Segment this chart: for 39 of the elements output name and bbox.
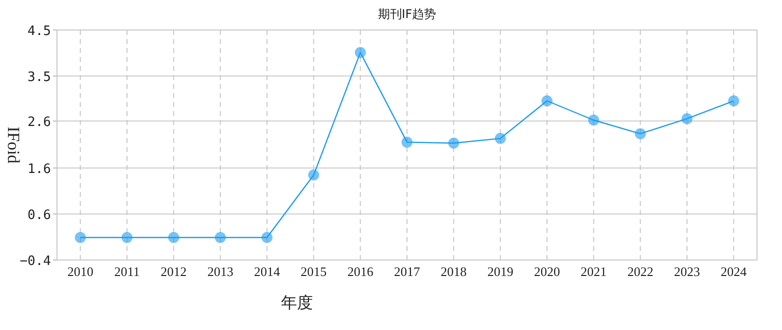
y-tick-label: 0.6	[28, 208, 51, 223]
x-tick-label: 2012	[160, 264, 187, 279]
y-tick-label: 3.5	[28, 70, 51, 85]
chart-title: 期刊IF趋势	[378, 7, 436, 21]
y-tick-label: 2.6	[28, 115, 51, 130]
point	[402, 136, 412, 148]
point	[542, 95, 552, 106]
point	[122, 232, 132, 243]
x-tick-label: 2024	[720, 264, 748, 279]
x-tick-label: 2021	[580, 264, 607, 279]
y-tick-label: 4.5	[28, 24, 51, 39]
point	[214, 232, 226, 243]
x-tick-label: 2016	[347, 264, 374, 279]
x-tick-label: 2023	[674, 264, 700, 279]
x-axis-title: 年度	[281, 293, 313, 312]
point	[168, 232, 180, 243]
y-tick-label: −0.4	[20, 254, 52, 269]
point	[262, 232, 272, 243]
point	[354, 47, 366, 58]
point	[634, 128, 646, 140]
point	[448, 138, 460, 149]
point	[308, 170, 320, 181]
point	[588, 114, 600, 126]
x-tick-label: 2022	[627, 264, 654, 279]
point	[74, 232, 86, 243]
point	[728, 95, 740, 106]
x-tick-label: 2013	[207, 264, 234, 279]
x-tick-label: 2018	[440, 264, 467, 279]
point	[494, 132, 506, 144]
y-tick-label: 1.6	[28, 162, 51, 177]
x-tick-label: 2015	[300, 264, 327, 279]
point	[682, 113, 692, 124]
x-tick-label: 2010	[67, 264, 94, 279]
x-tick-label: 2019	[487, 264, 514, 279]
x-tick-label: 2020	[534, 264, 560, 279]
y-axis-title: IFoid	[4, 126, 23, 164]
x-tick-label: 2014	[254, 264, 280, 279]
x-tick-label: 2011	[114, 264, 140, 279]
x-tick-label: 2017	[394, 264, 420, 279]
